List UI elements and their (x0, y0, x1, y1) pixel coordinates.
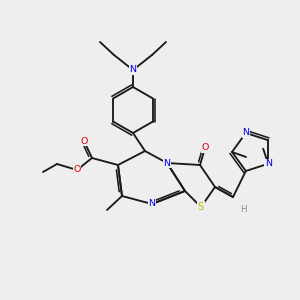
Text: N: N (265, 159, 272, 168)
Text: N: N (242, 128, 249, 137)
Text: N: N (148, 200, 155, 208)
Text: O: O (73, 166, 81, 175)
Text: N: N (164, 158, 170, 167)
Text: H: H (240, 206, 246, 214)
Text: N: N (130, 65, 136, 74)
Text: S: S (198, 202, 204, 212)
Text: O: O (80, 136, 88, 146)
Text: O: O (201, 143, 209, 152)
